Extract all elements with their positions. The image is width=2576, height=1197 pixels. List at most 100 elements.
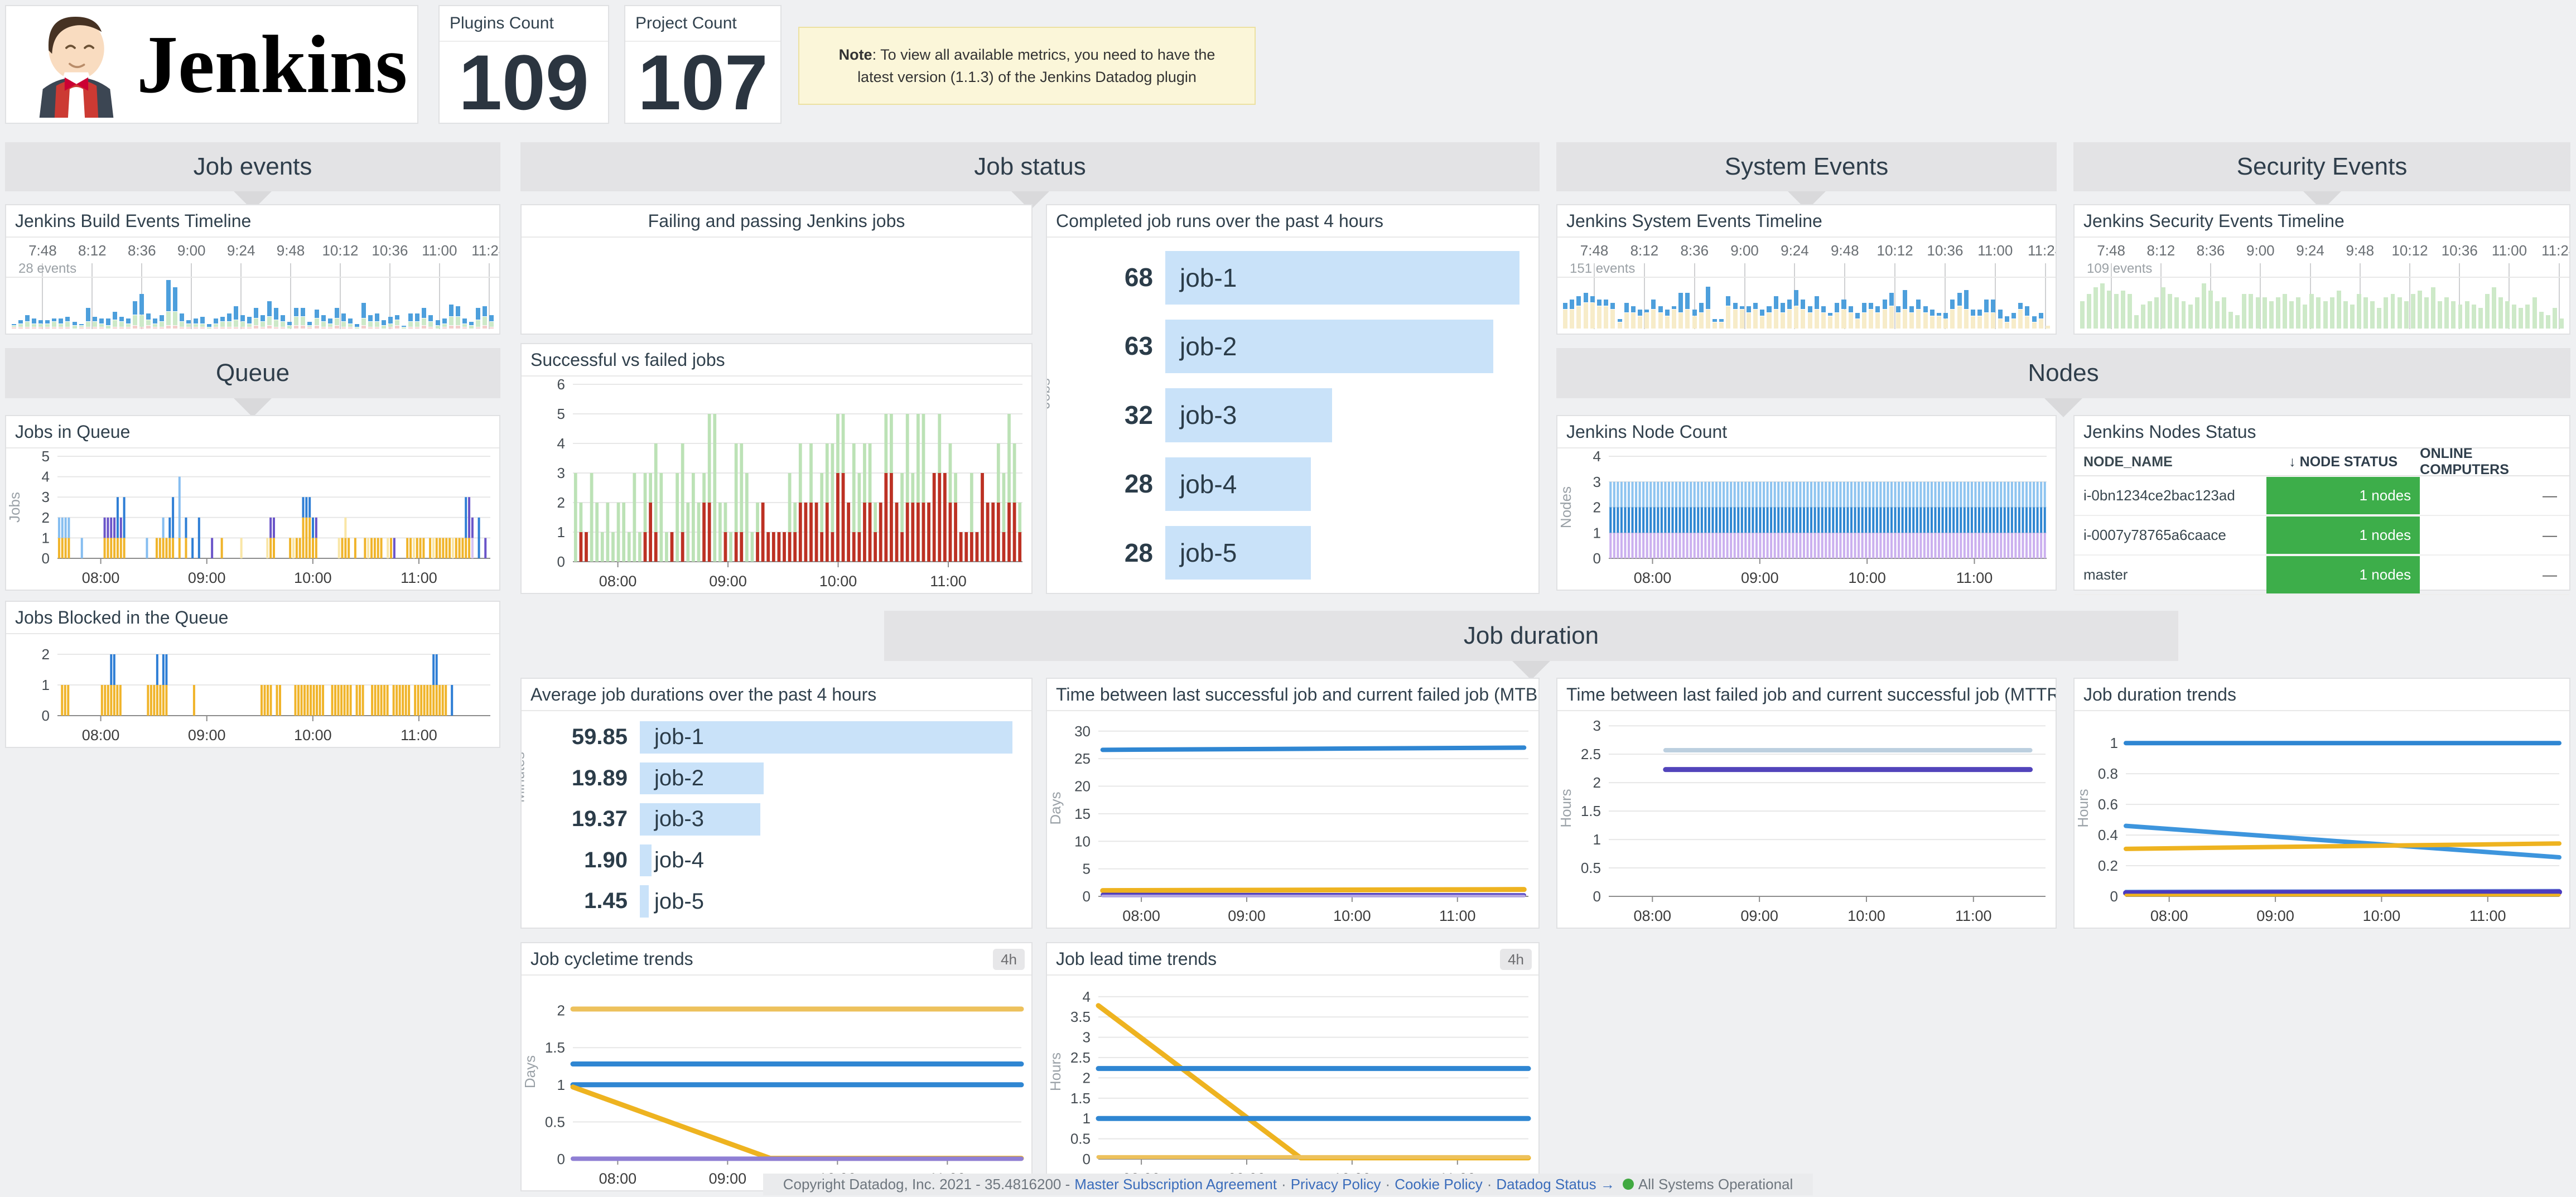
svg-text:2: 2 xyxy=(1593,499,1601,516)
panel-title: Time between last successful job and cur… xyxy=(1047,679,1538,711)
mttr-chart[interactable]: 0 0.5 1 1.5 2 2.5 3 08:00 09:00 10:00 11:00 Hours xyxy=(1557,711,2056,928)
svg-text:2: 2 xyxy=(1593,774,1601,791)
footer: Copyright Datadog, Inc. 2021 - 35.481620… xyxy=(0,1171,2576,1197)
svg-text:5: 5 xyxy=(42,448,50,465)
section-job-status: Job status xyxy=(520,142,1540,210)
project-count-card: Project Count 107 xyxy=(624,5,782,126)
node-count-chart[interactable]: 0 1 2 3 4 08:00 09:00 10:00 11:00 Nodes xyxy=(1557,448,2056,590)
link-msa[interactable]: Master Subscription Agreement xyxy=(1074,1175,1277,1193)
svg-text:1: 1 xyxy=(1083,1110,1091,1127)
node-status-cell: 1 nodes xyxy=(2266,517,2420,554)
svg-text:30: 30 xyxy=(1074,723,1091,740)
chart-canvas: 0 1 2 3 4 5 6 08:00 09:00 10:00 11:00 xyxy=(557,377,1022,590)
svg-text:1: 1 xyxy=(2110,735,2118,751)
svg-text:0.6: 0.6 xyxy=(2098,796,2118,813)
hbar-row[interactable]: 28 job-5 xyxy=(1047,519,1538,587)
leadtime-trends-chart[interactable]: 00.511.522.533.5408:0009:0010:0011:00Hou… xyxy=(1047,976,1538,1190)
hbar-row[interactable]: 59.85 job-1 xyxy=(522,717,1031,758)
status-dot xyxy=(1622,1179,1634,1190)
svg-text:Hours: Hours xyxy=(1557,789,1574,827)
completed-job-runs-chart[interactable]: Jobs 68 job-1 63 job-2 32 job-3 28 job-4 28 job-5 xyxy=(1047,238,1538,593)
svg-text:15: 15 xyxy=(1074,805,1091,822)
node-row[interactable]: i-0bn1234ce2bac123ad 1 nodes — xyxy=(2075,476,2569,516)
svg-text:08:00: 08:00 xyxy=(599,573,637,590)
svg-text:2.5: 2.5 xyxy=(1581,746,1601,762)
svg-text:2: 2 xyxy=(42,509,50,526)
jenkins-logo-text: Jenkins xyxy=(137,18,408,110)
svg-text:1.5: 1.5 xyxy=(545,1039,565,1056)
svg-text:0.5: 0.5 xyxy=(1581,860,1601,876)
svg-text:11:00: 11:00 xyxy=(1439,908,1476,924)
svg-text:09:00: 09:00 xyxy=(709,573,747,590)
svg-text:0.5: 0.5 xyxy=(545,1113,565,1130)
node-row[interactable]: i-0007y78765a6caace 1 nodes — xyxy=(2075,516,2569,556)
nodes-status-table[interactable]: NODE_NAME ↓ NODE STATUS ONLINE COMPUTERS i-… xyxy=(2075,446,2569,595)
hbar-row[interactable]: 19.37 job-3 xyxy=(522,799,1031,840)
svg-text:09:00: 09:00 xyxy=(188,727,226,744)
link-cookie[interactable]: Cookie Policy xyxy=(1395,1175,1483,1193)
panel-title: Job cycletime trends 4h xyxy=(522,943,1031,976)
svg-text:1: 1 xyxy=(1593,831,1601,848)
hbar-row[interactable]: 32 job-3 xyxy=(1047,381,1538,450)
svg-text:0: 0 xyxy=(42,550,50,567)
hbar-row[interactable]: 28 job-4 xyxy=(1047,450,1538,518)
svg-text:10:00: 10:00 xyxy=(819,573,857,590)
svg-text:11:00: 11:00 xyxy=(401,569,437,586)
hbar-row[interactable]: 1.90 job-4 xyxy=(522,840,1031,881)
svg-text:4: 4 xyxy=(42,469,50,485)
svg-text:5: 5 xyxy=(1083,861,1091,877)
timeframe-badge[interactable]: 4h xyxy=(1500,949,1532,970)
failing-passing-body[interactable] xyxy=(522,238,1031,334)
link-datadog-status[interactable]: Datadog Status → xyxy=(1496,1175,1615,1193)
timeframe-badge[interactable]: 4h xyxy=(993,949,1025,970)
avg-durations-chart[interactable]: Minutes 59.85 job-1 19.89 job-2 19.37 job-3 1.9… xyxy=(522,711,1031,928)
svg-text:11:00: 11:00 xyxy=(1955,908,1992,924)
security-events-timeline-chart[interactable]: 7:48 8:12 8:36 9:00 9:24 9:48 10:12 10:36 11:00 1… xyxy=(2075,238,2569,334)
svg-text:Hours: Hours xyxy=(1047,1053,1064,1091)
svg-text:10:00: 10:00 xyxy=(1333,908,1371,924)
panel-cycletime-trends: Job cycletime trends 4h 0 0.5 1 1.5 2 08:00 09… xyxy=(520,942,1033,1191)
svg-text:1: 1 xyxy=(557,524,565,540)
build-events-timeline-chart[interactable]: 7:48 8:12 8:36 9:00 9:24 9:48 10:12 10:36 11:00 1… xyxy=(6,238,499,334)
svg-text:Jobs: Jobs xyxy=(6,492,23,523)
jobs-in-queue-chart[interactable]: 0 1 2 3 4 5 08:00 09:00 10:00 11:00 Jobs xyxy=(6,448,499,590)
successful-vs-failed-chart[interactable]: 0 1 2 3 4 5 6 08:00 09:00 10:00 11:00 xyxy=(522,377,1031,593)
svg-text:3: 3 xyxy=(1593,474,1601,490)
panel-security-events-timeline: Jenkins Security Events Timeline 7:48 8:1… xyxy=(2073,204,2570,335)
panel-system-events-timeline: Jenkins System Events Timeline 7:48 8:12 8… xyxy=(1556,204,2057,335)
panel-title: Jobs Blocked in the Queue xyxy=(6,602,499,634)
panel-completed-job-runs: Completed job runs over the past 4 hours… xyxy=(1046,204,1540,594)
panel-title: Jenkins Security Events Timeline xyxy=(2075,205,2569,238)
node-row[interactable]: master 1 nodes — xyxy=(2075,556,2569,595)
panel-failing-passing: Failing and passing Jenkins jobs xyxy=(520,204,1033,335)
hbar-row[interactable]: 1.45 job-5 xyxy=(522,881,1031,922)
svg-text:Days: Days xyxy=(522,1055,538,1088)
hbar-row[interactable]: 19.89 job-2 xyxy=(522,758,1031,799)
note-text: : To view all available metrics, you nee… xyxy=(857,46,1215,86)
system-events-timeline-chart[interactable]: 7:48 8:12 8:36 9:00 9:24 9:48 10:12 10:36 11:00 1… xyxy=(1557,238,2056,334)
panel-leadtime-trends: Job lead time trends 4h 0 0.5 1 1.5 2 2.5 3 3.5… xyxy=(1046,942,1540,1191)
svg-text:0: 0 xyxy=(1593,888,1601,905)
hbar-row[interactable]: 63 job-2 xyxy=(1047,312,1538,380)
svg-text:1.5: 1.5 xyxy=(1581,803,1601,819)
copyright-text: Copyright Datadog, Inc. 2021 - 35.481620… xyxy=(783,1175,1070,1193)
svg-text:4: 4 xyxy=(557,435,565,452)
panel-title: Jobs in Queue xyxy=(6,416,499,448)
svg-text:11:00: 11:00 xyxy=(1956,569,1993,586)
panel-duration-trends: Job duration trends 0 0.2 0.4 0.6 0.8 1 08:00 0… xyxy=(2073,678,2570,929)
svg-text:10:00: 10:00 xyxy=(2363,908,2401,924)
svg-text:0.2: 0.2 xyxy=(2098,857,2118,874)
link-privacy[interactable]: Privacy Policy xyxy=(1290,1175,1381,1193)
hbar-row[interactable]: 68 job-1 xyxy=(1047,243,1538,312)
chart-canvas: 0 0.2 0.4 0.6 0.8 1 08:00 09:00 10:00 11:00 Hours xyxy=(2075,735,2562,924)
svg-text:1: 1 xyxy=(42,529,50,546)
jobs-blocked-chart[interactable]: 0 1 2 08:00 09:00 10:00 11:00 xyxy=(6,634,499,747)
mtbf-chart[interactable]: 0 5 10 15 20 25 30 08:00 09:00 10:00 11:00 Days xyxy=(1047,711,1538,928)
panel-nodes-status: Jenkins Nodes Status NODE_NAME ↓ NODE STA… xyxy=(2073,415,2570,595)
section-system-events: System Events xyxy=(1556,142,2057,210)
panel-node-count: Jenkins Node Count 0 1 2 3 4 08:00 09:00 10:00 1… xyxy=(1556,415,2057,591)
duration-trends-chart[interactable]: 0 0.2 0.4 0.6 0.8 1 08:00 09:00 10:00 11:00 Hours xyxy=(2075,711,2569,928)
